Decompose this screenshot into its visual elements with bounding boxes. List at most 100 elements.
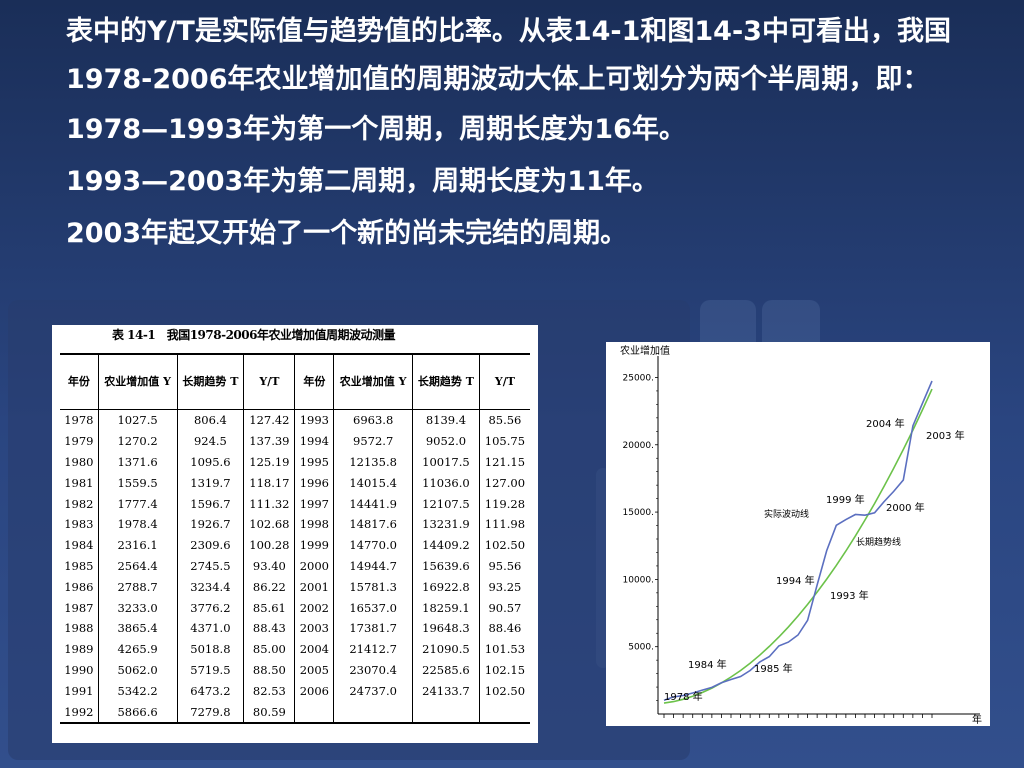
- table-cell: 85.56: [478, 409, 530, 431]
- table-cell: 105.75: [478, 430, 530, 452]
- table-cell: 2309.6: [176, 534, 244, 556]
- table-cell: 85.61: [243, 597, 295, 618]
- annotation-label: 1978 年: [664, 690, 703, 703]
- table-cell: 88.46: [478, 617, 530, 639]
- table-cell: 1995: [294, 451, 334, 473]
- data-table-image: 表 14-1 我国1978-2006年农业增加值周期波动测量 年份 农业增加值 Y…: [52, 325, 538, 743]
- annotation-label: 1994 年: [776, 574, 815, 587]
- table-cell: 5018.8: [176, 638, 244, 660]
- table-cell: 1988: [64, 621, 94, 636]
- table-cell: 2006: [294, 680, 334, 702]
- table-cell: 1986: [64, 579, 94, 594]
- cycle-3-line: 2003年起又开始了一个新的尚未完结的周期。: [66, 218, 628, 249]
- table-cell: 4265.9: [97, 638, 178, 660]
- table-cell: 924.5: [176, 430, 244, 452]
- table-cell: 11036.0: [412, 472, 480, 494]
- table-cell: 1777.4: [97, 493, 178, 514]
- annotation-label: 1999 年: [826, 493, 865, 506]
- table-cell: 6963.8: [333, 409, 413, 431]
- table-cell: 4371.0: [176, 617, 244, 639]
- table-row: 1989 4265.9 5018.8 85.00 2004 21412.7 21090.5 1…: [60, 638, 530, 660]
- table-cell: 1989: [64, 642, 94, 657]
- y-axis-label: 农业增加值: [620, 344, 670, 357]
- table-cell: 1371.6: [97, 451, 178, 473]
- y-tick-label: 15000.: [623, 508, 655, 518]
- table-cell: 90.57: [478, 597, 530, 618]
- table-cell: 1999: [294, 534, 334, 556]
- series-label: 长期趋势线: [856, 536, 901, 548]
- table-cell: 1596.7: [176, 493, 244, 514]
- table-row: 1988 3865.4 4371.0 88.43 2003 17381.7 19648.3 8…: [60, 617, 530, 639]
- annotation-label: 2003 年: [926, 429, 965, 442]
- table-cell: 5342.2: [97, 680, 178, 702]
- table-cell: [333, 701, 413, 724]
- table-cell: 1997: [294, 493, 334, 514]
- table-cell: 80.59: [243, 701, 295, 724]
- table-cell: 3233.0: [97, 597, 178, 618]
- table-cell: 1982: [64, 496, 94, 511]
- table-row: 1985 2564.4 2745.5 93.40 2000 14944.7 15639.6 9…: [60, 555, 530, 577]
- table-cell: 2001: [294, 576, 334, 598]
- table-cell: 88.43: [243, 617, 295, 639]
- table-cell: 102.68: [243, 513, 295, 535]
- table-cell: 24133.7: [412, 680, 480, 702]
- x-axis-label: 年: [972, 713, 982, 726]
- table-cell: 1993: [294, 409, 334, 431]
- table-cell: 14441.9: [333, 493, 413, 514]
- table-cell: 137.39: [243, 430, 295, 452]
- table-cell: 127.00: [478, 472, 530, 494]
- slide-text: 表中的Y/T是实际值与趋势值的比率。从表14-1和图14-3中可看出，我国197…: [12, 8, 1012, 260]
- series-line: [663, 388, 933, 704]
- table-cell: 1095.6: [176, 451, 244, 473]
- table-cell: 1980: [64, 454, 94, 469]
- table-row: 1979 1270.2 924.5 137.39 1994 9572.7 9052.0 105…: [60, 430, 530, 452]
- table-cell: 7279.8: [176, 701, 244, 724]
- table-cell: 2788.7: [97, 576, 178, 598]
- table-cell: 82.53: [243, 680, 295, 702]
- table-cell: 14817.6: [333, 513, 413, 535]
- table-row: 1984 2316.1 2309.6 100.28 1999 14770.0 14409.2…: [60, 534, 530, 556]
- trend-chart: 5000. 10000. 15000. 20000. 25000. 农业增加值年 实际波动线…: [606, 342, 990, 726]
- table-cell: 1559.5: [97, 472, 178, 494]
- table-cell: 14015.4: [333, 472, 413, 494]
- cycle-1-line: 1978—1993年为第一个周期，周期长度为16年。: [66, 114, 686, 145]
- table-cell: 125.19: [243, 451, 295, 473]
- table-body: 1978 1027.5 806.4 127.42 1993 6963.8 8139.4 85.…: [60, 409, 530, 724]
- table-cell: 121.15: [478, 451, 530, 473]
- table-cell: 119.28: [478, 493, 530, 514]
- table-cell: [294, 701, 334, 724]
- table-cell: 14770.0: [333, 534, 413, 556]
- table-header-cell: 年份: [60, 353, 99, 410]
- table-header-cell: 长期趋势 T: [176, 353, 244, 410]
- table-cell: 2003: [294, 617, 334, 639]
- table-row: 1986 2788.7 3234.4 86.22 2001 15781.3 16922.8 9…: [60, 576, 530, 598]
- table-row: 1978 1027.5 806.4 127.42 1993 6963.8 8139.4 85.…: [60, 409, 530, 431]
- table-row: 1991 5342.2 6473.2 82.53 2006 24737.0 24133.7 1…: [60, 680, 530, 702]
- y-tick-label: 25000.: [623, 373, 655, 383]
- table-header-cell: 农业增加值 Y: [333, 353, 413, 410]
- table-cell: 1983: [64, 517, 94, 532]
- table-cell: 1990: [64, 662, 94, 677]
- table-cell: 2745.5: [176, 555, 244, 577]
- table-cell: 102.50: [478, 534, 530, 556]
- table-cell: 1926.7: [176, 513, 244, 535]
- table-title: 表 14-1 我国1978-2006年农业增加值周期波动测量: [112, 328, 396, 342]
- table-cell: 2316.1: [97, 534, 178, 556]
- table-cell: 3865.4: [97, 617, 178, 639]
- table-cell: 1978.4: [97, 513, 178, 535]
- table-cell: 15781.3: [333, 576, 413, 598]
- table-cell: 111.32: [243, 493, 295, 514]
- table-cell: 101.53: [478, 638, 530, 660]
- annotation-label: 1985 年: [754, 662, 793, 675]
- table-row: 1980 1371.6 1095.6 125.19 1995 12135.8 10017.5…: [60, 451, 530, 473]
- table-cell: [478, 701, 530, 724]
- table-cell: 100.28: [243, 534, 295, 556]
- table-cell: 3776.2: [176, 597, 244, 618]
- table-row: 1992 5866.6 7279.8 80.59: [60, 701, 530, 724]
- table-header-cell: Y/T: [243, 353, 295, 410]
- annotation-label: 1993 年: [830, 589, 869, 602]
- table-cell: 5719.5: [176, 659, 244, 681]
- annotation-label: 1984 年: [688, 658, 727, 671]
- table-cell: 1981: [64, 475, 94, 490]
- series-label: 实际波动线: [764, 508, 809, 520]
